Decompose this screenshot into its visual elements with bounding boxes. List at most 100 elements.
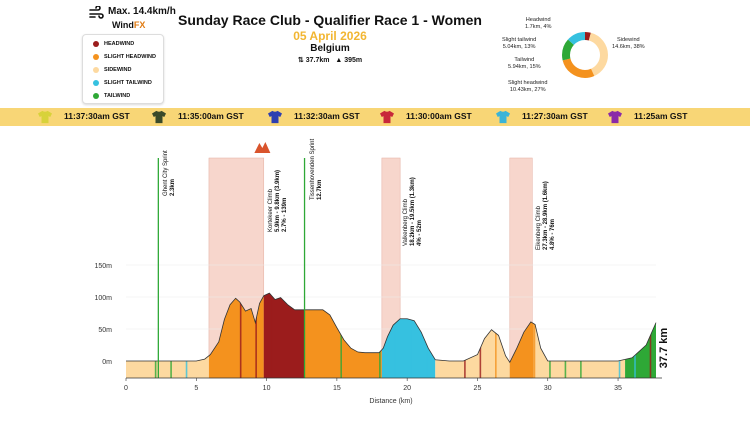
donut-slice	[562, 32, 608, 78]
brand-wind: Wind	[112, 20, 134, 30]
wind-stripe	[464, 293, 466, 378]
wind-stripe	[185, 293, 188, 378]
wind-icon	[89, 6, 104, 19]
jersey-icon	[608, 110, 622, 124]
donut-label-slight-tailwind: Slight tailwind 5.04km, 13%	[502, 37, 537, 50]
donut-slice	[562, 32, 608, 78]
donut-label-tailwind: Tailwind 5.94km, 15%	[508, 57, 541, 70]
segment-label-kortekeer: Kortekeer Climb 5.9km - 9.8km (3.9km) 2.7%…	[268, 169, 288, 232]
wind-stripe	[634, 293, 636, 378]
start-time: 11:25am GST	[634, 111, 688, 121]
wind-stripe	[255, 293, 257, 378]
wind-stripe	[154, 293, 157, 378]
jersey-icon	[152, 110, 166, 124]
wind-stripe	[533, 293, 536, 378]
legend-swatch	[93, 79, 99, 86]
wind-legend: HEADWIND SLIGHT HEADWIND SIDEWIND SLIGHT TA…	[82, 34, 164, 104]
wind-band	[625, 293, 656, 378]
x-tick-label: 30	[544, 385, 552, 392]
legend-label: TAILWIND	[104, 92, 131, 99]
y-tick-label: 150m	[94, 263, 112, 270]
brand-logo: WindFX	[112, 20, 145, 30]
wind-stripe	[479, 293, 482, 378]
elevation-chart: 0m 50m 100m 150m 0 5 10 15 20 25 30 35 Distance (km)…	[94, 142, 670, 405]
wind-stripe	[564, 293, 567, 378]
legend-label: SLIGHT TAILWIND	[104, 79, 152, 86]
donut-label-sidewind: Sidewind 14.6km, 38%	[612, 37, 645, 50]
donut-slice	[562, 32, 608, 78]
wind-stripe	[549, 293, 551, 378]
jersey-icon	[496, 110, 510, 124]
wind-stripe	[425, 293, 428, 378]
legend-label: SIDEWIND	[104, 66, 132, 73]
legend-swatch	[93, 92, 99, 99]
segment-label-ghent-sprint: Ghent City Sprint 2.3km	[163, 150, 176, 196]
wind-stripe	[270, 293, 273, 378]
jersey-icon	[380, 110, 394, 124]
legend-swatch	[93, 66, 99, 73]
x-tick-label: 20	[403, 385, 411, 392]
wind-stripe	[495, 293, 497, 378]
x-tick-label: 0	[124, 385, 128, 392]
x-tick-label: 10	[263, 385, 271, 392]
elevation-line	[126, 292, 657, 364]
legend-item: SLIGHT TAILWIND	[83, 76, 163, 89]
start-time: 11:32:30am GST	[294, 111, 360, 121]
wind-donut-chart	[562, 32, 608, 78]
brand-fx: FX	[133, 20, 146, 30]
start-times-bar: 11:37:30am GST 11:35:00am GST 11:32:30am G…	[0, 108, 750, 126]
jersey-icon	[268, 110, 282, 124]
race-stats: ⇅ 37.7km ▲ 395m	[170, 56, 490, 64]
wind-stripe	[394, 293, 397, 378]
donut-label-headwind: Headwind 1.7km, 4%	[525, 17, 552, 30]
start-time: 11:30:00am GST	[406, 111, 472, 121]
y-tick-label: 100m	[94, 295, 112, 302]
legend-swatch	[93, 53, 99, 60]
wind-stripe	[618, 293, 621, 378]
donut-slice	[562, 32, 608, 78]
legend-label: HEADWIND	[104, 40, 135, 47]
wind-stripe	[340, 293, 342, 378]
legend-item: HEADWIND	[83, 37, 163, 50]
y-tick-label: 50m	[98, 327, 112, 334]
donut-label-slight-headwind: Slight headwind 10.43km, 27%	[508, 80, 548, 93]
x-tick-label: 25	[474, 385, 482, 392]
wind-band	[533, 293, 626, 378]
start-time: 11:35:00am GST	[178, 111, 244, 121]
jersey-icon	[38, 110, 52, 124]
wind-stripe	[409, 293, 412, 378]
mountain-icon	[254, 142, 271, 153]
wind-stripe	[239, 293, 242, 378]
wind-stripe	[580, 293, 582, 378]
distance-icon: ⇅	[297, 57, 304, 64]
wind-stripe	[379, 293, 381, 378]
elevation-value: 395m	[344, 57, 363, 64]
wind-band	[435, 293, 510, 378]
legend-item: SIDEWIND	[83, 63, 163, 76]
page-title: Sunday Race Club - Qualifier Race 1 - Wo…	[178, 12, 482, 28]
wind-stripe	[649, 293, 652, 378]
legend-swatch	[93, 40, 99, 47]
start-time: 11:37:30am GST	[64, 111, 130, 121]
start-time: 11:27:30am GST	[522, 111, 588, 121]
wind-stripe	[324, 293, 327, 378]
x-axis-label: Distance (km)	[369, 398, 412, 405]
y-tick-label: 0m	[102, 359, 112, 366]
x-tick-label: 35	[614, 385, 622, 392]
race-country: Belgium	[310, 43, 350, 54]
race-date: 05 April 2026	[293, 29, 367, 43]
legend-label: SLIGHT HEADWIND	[104, 53, 156, 60]
segment-label-tissenhovenden-sprint: Tissenhovenden Sprint 12.7km	[310, 138, 323, 200]
segment-label-eikenberg: Eikenberg Climb 27.3km - 28.9km (1.6km) 4.…	[536, 181, 556, 250]
x-tick-label: 15	[333, 385, 341, 392]
x-tick-label: 5	[194, 385, 198, 392]
wind-max-label: Max. 14.4km/h	[108, 6, 176, 17]
wind-band	[263, 293, 305, 378]
segment-label-valkenberg: Valkenberg Climb 18.2km - 19.5km (1.3km) 4…	[403, 177, 423, 246]
total-distance-label: 37.7 km	[658, 328, 670, 369]
wind-stripe	[309, 293, 312, 378]
distance-value: 37.7km	[305, 57, 330, 64]
legend-item: SLIGHT HEADWIND	[83, 50, 163, 63]
legend-item: TAILWIND	[83, 89, 163, 102]
elevation-icon: ▲	[335, 57, 343, 64]
